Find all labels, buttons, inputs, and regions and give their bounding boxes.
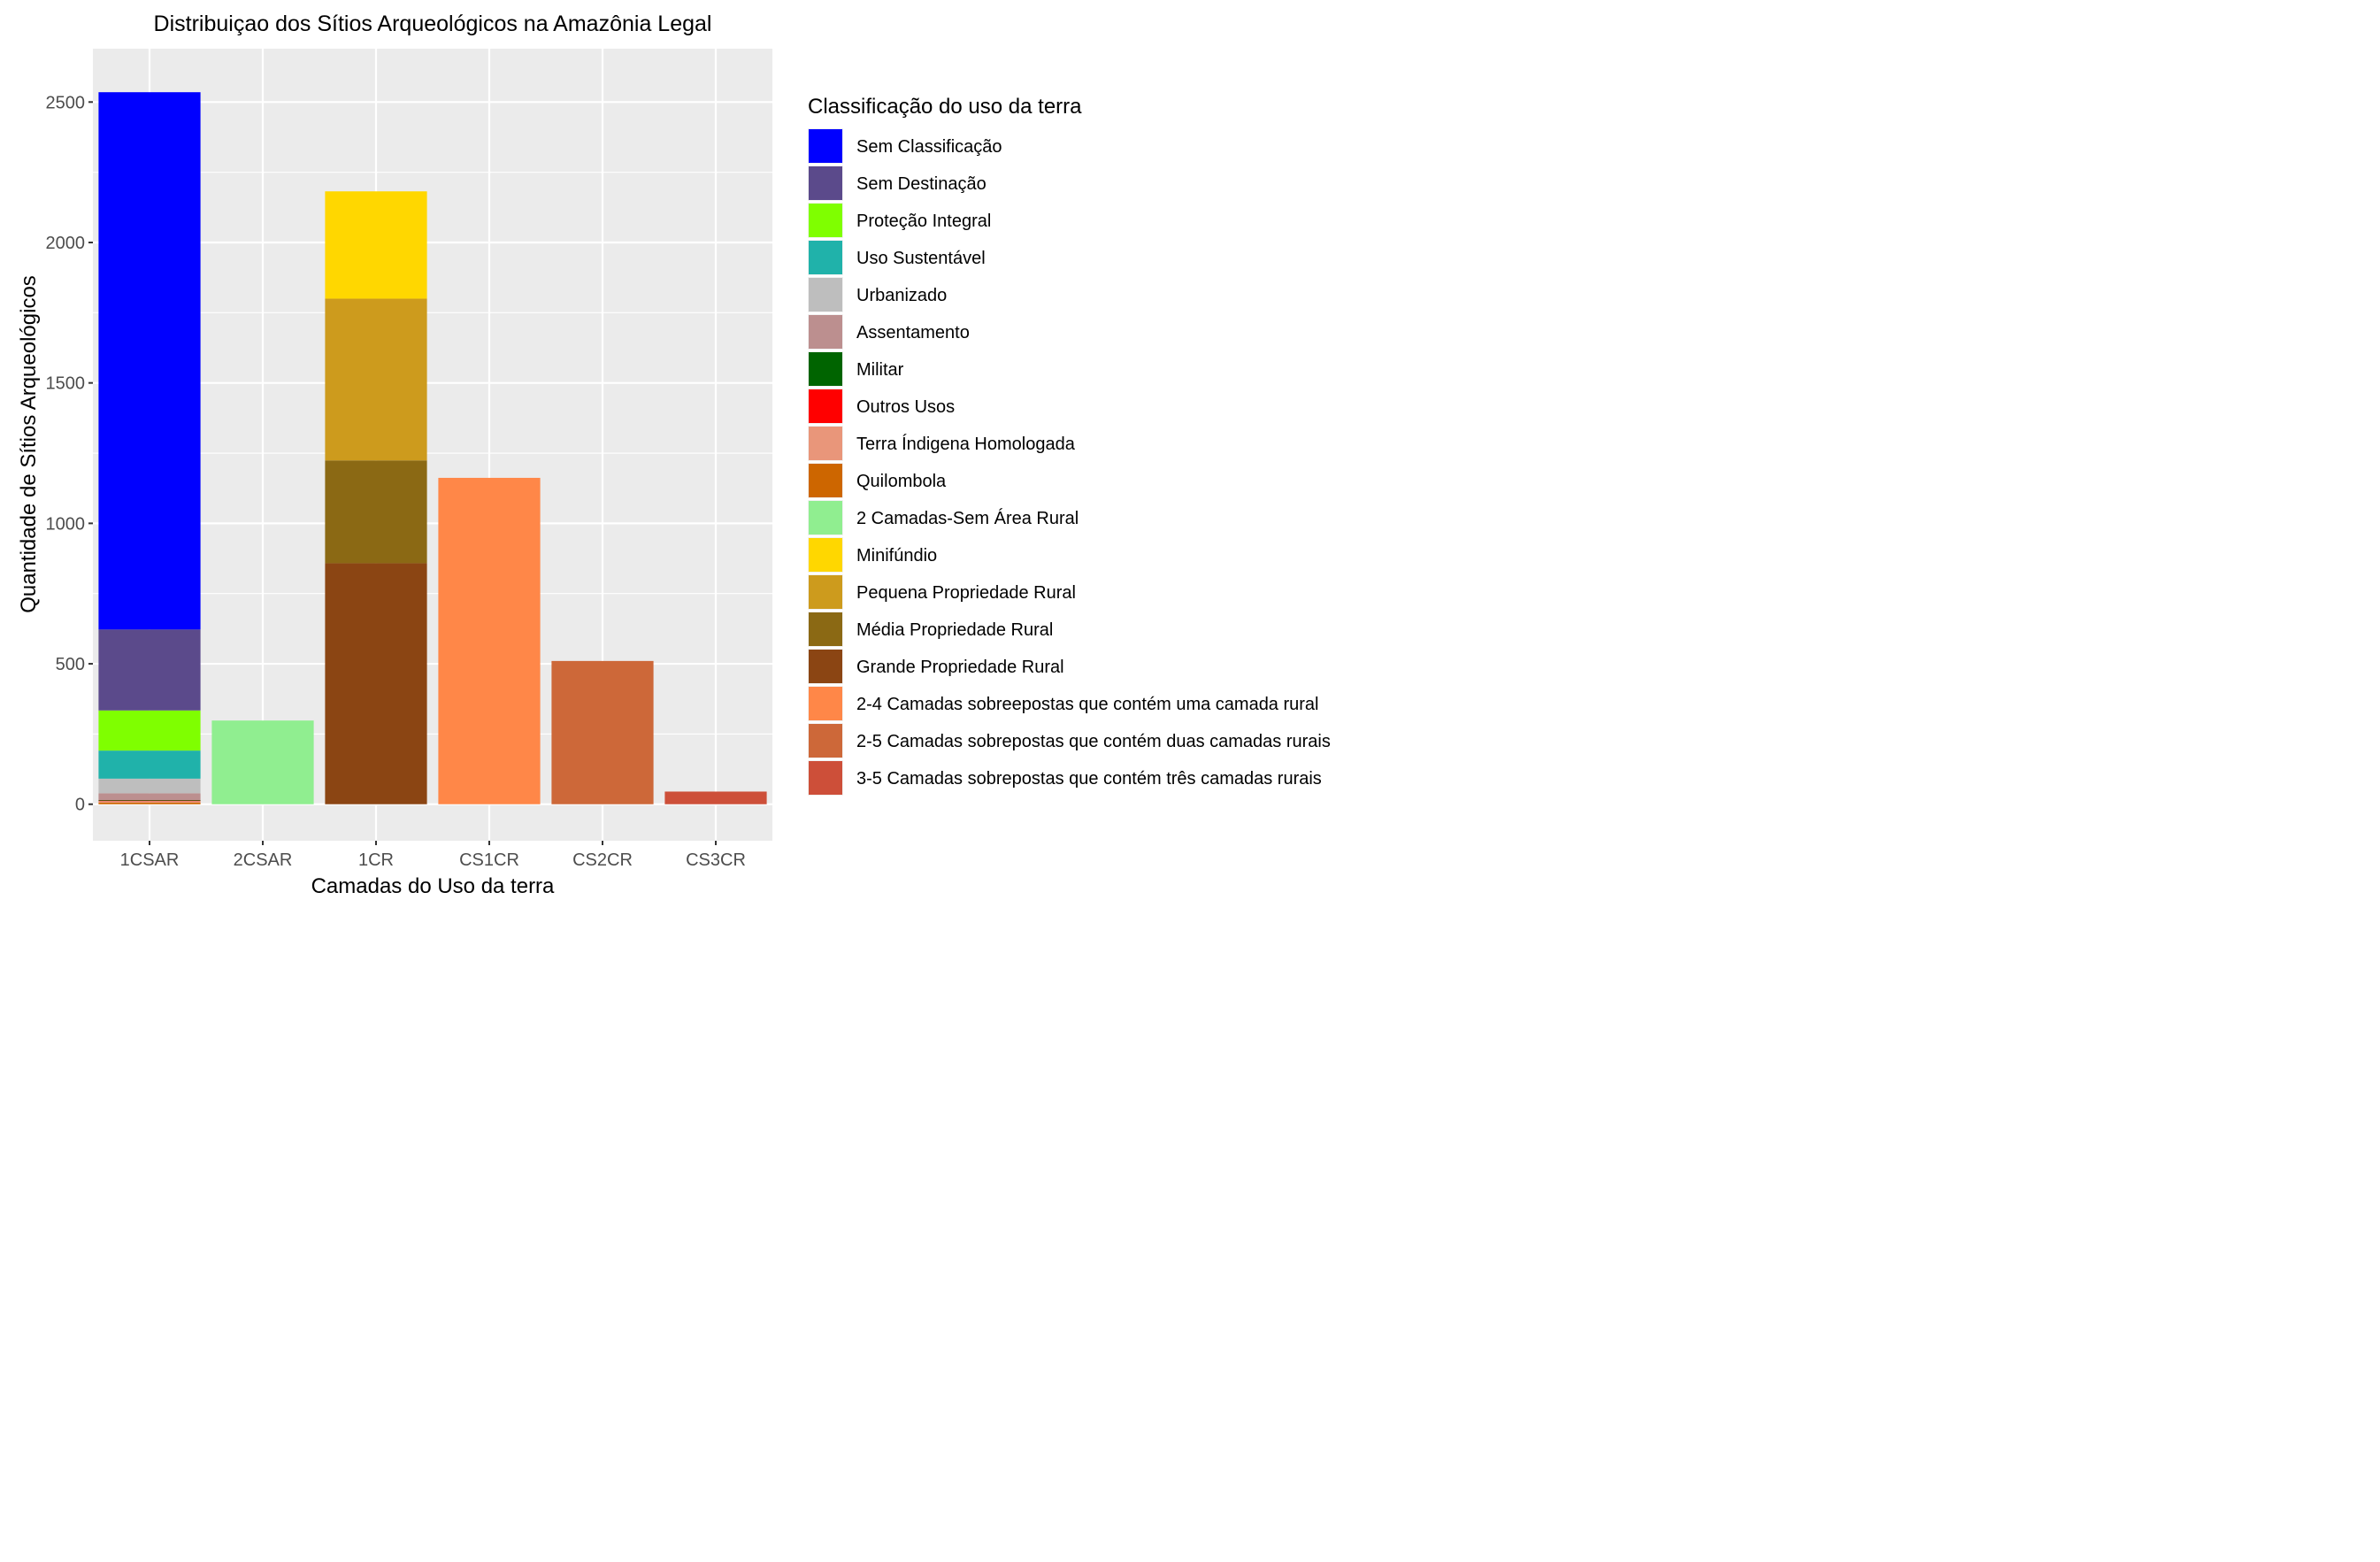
- chart-title: Distribuiçao dos Sítios Arqueológicos na…: [154, 12, 712, 36]
- legend-key: [809, 464, 842, 497]
- bar-segment: [325, 298, 427, 461]
- bar-segment: [98, 750, 201, 779]
- y-tick-label: 2000: [46, 234, 86, 253]
- legend-label: Militar: [856, 360, 904, 380]
- legend-key: [809, 687, 842, 720]
- bar-segment: [325, 563, 427, 804]
- legend: Classificação do uso da terra Sem Classi…: [808, 95, 1331, 796]
- x-axis: 1CSAR 2CSAR 1CR CS1CR CS2CR CS3CR: [120, 841, 746, 870]
- legend-label: Sem Classificação: [856, 137, 1002, 157]
- legend-label: 2-4 Camadas sobreepostas que contém uma …: [856, 695, 1319, 714]
- legend-label: Urbanizado: [856, 286, 947, 305]
- x-tick-label: CS2CR: [572, 850, 633, 870]
- legend-label: Média Propriedade Rural: [856, 620, 1053, 640]
- legend-key: [809, 761, 842, 795]
- bar-segment: [98, 629, 201, 711]
- legend-key: [809, 166, 842, 200]
- legend-label: Sem Destinação: [856, 174, 987, 194]
- y-axis-title: Quantidade de Sítios Arqueológicos: [17, 275, 41, 613]
- bar-segment: [551, 660, 654, 804]
- legend-label: Grande Propriedade Rural: [856, 658, 1064, 677]
- y-tick-label: 2500: [46, 93, 86, 112]
- x-tick-label: 1CR: [358, 850, 394, 870]
- bar-segment: [211, 720, 314, 804]
- legend-label: Terra Índigena Homologada: [856, 434, 1076, 454]
- bar-segment: [98, 802, 201, 804]
- legend-label: Minifúndio: [856, 546, 937, 566]
- legend-key: [809, 204, 842, 237]
- x-tick-label: 2CSAR: [234, 850, 293, 870]
- legend-label: 2 Camadas-Sem Área Rural: [856, 508, 1079, 528]
- legend-label: Pequena Propriedade Rural: [856, 583, 1076, 603]
- grid-minor-lines: [93, 172, 772, 735]
- legend-key: [809, 538, 842, 572]
- legend-key: [809, 352, 842, 386]
- bar-segment: [98, 710, 201, 751]
- x-tick-label: CS3CR: [686, 850, 746, 870]
- legend-label: Assentamento: [856, 323, 970, 342]
- legend-key: [809, 129, 842, 163]
- legend-key: [809, 241, 842, 274]
- legend-title: Classificação do uso da terra: [808, 95, 1082, 119]
- legend-key: [809, 575, 842, 609]
- plot-panel: [93, 49, 772, 841]
- bar-segment: [98, 793, 201, 800]
- bar-segment: [98, 778, 201, 794]
- legend-key: [809, 724, 842, 758]
- y-tick-label: 1000: [46, 514, 86, 534]
- y-axis: 0 500 1000 1500 2000 2500: [46, 93, 93, 815]
- bar-segment: [438, 477, 541, 804]
- y-tick-label: 0: [75, 796, 85, 815]
- y-tick-label: 1500: [46, 374, 86, 394]
- legend-key: [809, 389, 842, 423]
- legend-label: Outros Usos: [856, 397, 955, 417]
- legend-key: [809, 501, 842, 535]
- chart: Distribuiçao dos Sítios Arqueológicos na…: [0, 0, 1371, 900]
- legend-items: Sem Classificação Sem Destinação Proteção …: [808, 128, 1331, 796]
- bar-segment: [664, 791, 767, 804]
- bar-segment: [98, 801, 201, 803]
- bar-segment: [98, 799, 201, 801]
- x-axis-title: Camadas do Uso da terra: [311, 874, 555, 898]
- legend-key: [809, 315, 842, 349]
- legend-label: Quilombola: [856, 472, 947, 491]
- bars: [98, 92, 767, 804]
- bar-segment: [98, 92, 201, 630]
- x-tick-label: 1CSAR: [120, 850, 180, 870]
- legend-label: Proteção Integral: [856, 212, 991, 231]
- y-tick-label: 500: [56, 655, 85, 674]
- legend-key: [809, 612, 842, 646]
- legend-label: 3-5 Camadas sobrepostas que contém três …: [856, 769, 1322, 789]
- legend-label: 2-5 Camadas sobrepostas que contém duas …: [856, 732, 1331, 751]
- legend-label: Uso Sustentável: [856, 249, 986, 268]
- bar-segment: [325, 460, 427, 564]
- x-tick-label: CS1CR: [459, 850, 519, 870]
- bar-segment: [325, 191, 427, 299]
- legend-key: [809, 427, 842, 460]
- legend-key: [809, 278, 842, 312]
- bar-segment: [98, 800, 201, 802]
- legend-key: [809, 650, 842, 683]
